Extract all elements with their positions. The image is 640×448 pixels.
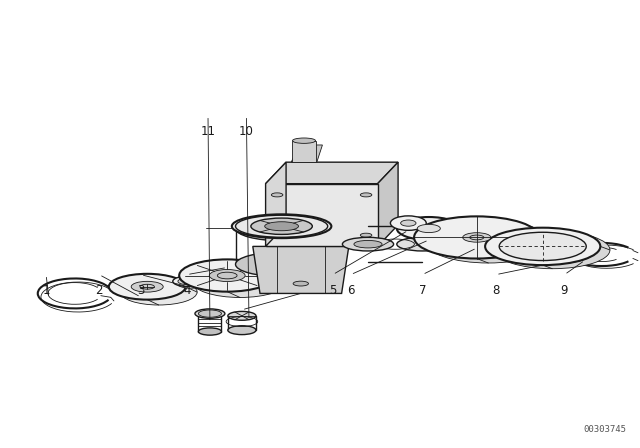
Ellipse shape [228,326,256,335]
Ellipse shape [292,138,316,143]
Polygon shape [291,145,323,162]
Text: 10: 10 [239,125,254,138]
Text: 11: 11 [200,125,216,138]
Text: 00303745: 00303745 [583,425,626,434]
Ellipse shape [342,237,394,251]
Ellipse shape [463,233,491,242]
Ellipse shape [397,217,461,240]
Ellipse shape [198,328,221,335]
Ellipse shape [143,287,175,297]
Polygon shape [378,162,398,246]
Ellipse shape [265,222,298,231]
Ellipse shape [401,220,416,226]
Ellipse shape [271,193,283,197]
Ellipse shape [195,309,225,319]
Text: 8: 8 [492,284,500,297]
Ellipse shape [173,276,201,286]
Ellipse shape [228,311,256,320]
Text: 7: 7 [419,284,426,297]
Ellipse shape [354,241,382,248]
Text: 1: 1 [42,284,50,297]
Ellipse shape [390,216,426,230]
Ellipse shape [293,281,308,286]
Text: 9: 9 [561,284,568,297]
Ellipse shape [271,233,283,237]
Ellipse shape [414,216,540,258]
Ellipse shape [209,270,245,281]
Ellipse shape [178,278,196,284]
Ellipse shape [131,281,163,292]
Text: 6: 6 [347,284,355,297]
Text: 3: 3 [137,284,145,297]
Ellipse shape [360,233,372,237]
Ellipse shape [179,259,275,292]
Ellipse shape [360,193,372,197]
Ellipse shape [109,274,186,300]
Polygon shape [292,141,316,162]
Polygon shape [266,162,286,246]
Ellipse shape [251,220,312,237]
Text: 5: 5 [329,284,337,297]
Ellipse shape [495,231,610,269]
Ellipse shape [509,236,596,264]
Polygon shape [266,184,378,246]
Text: 4: 4 [183,284,191,297]
Ellipse shape [120,279,197,305]
Ellipse shape [417,224,440,233]
Ellipse shape [232,214,332,238]
Ellipse shape [251,218,312,234]
Ellipse shape [403,220,467,243]
Text: 2: 2 [95,284,103,297]
Ellipse shape [198,310,221,317]
Polygon shape [266,162,398,184]
Ellipse shape [485,228,600,265]
Ellipse shape [426,221,551,263]
Ellipse shape [394,218,430,232]
Ellipse shape [236,216,328,241]
Ellipse shape [397,237,448,251]
Ellipse shape [236,252,328,276]
Ellipse shape [177,278,205,288]
Ellipse shape [499,232,586,261]
Ellipse shape [192,265,288,297]
Polygon shape [253,246,349,293]
